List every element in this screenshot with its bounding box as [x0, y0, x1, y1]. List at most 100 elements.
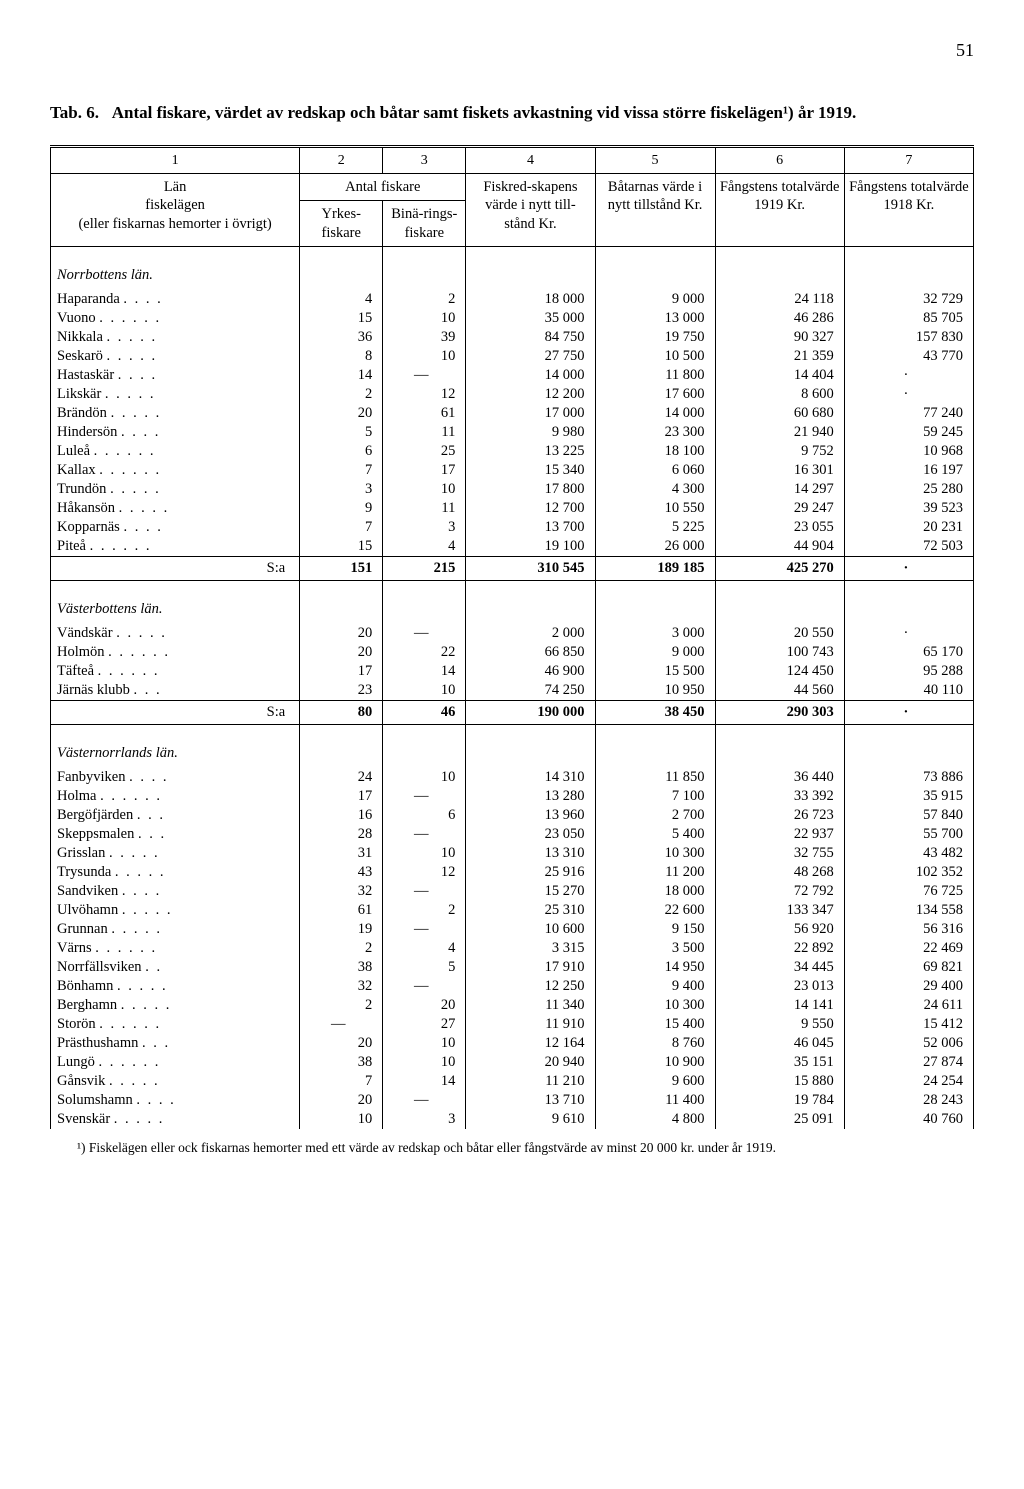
table-cell: 44 560 [715, 681, 844, 701]
table-cell: 25 091 [715, 1110, 844, 1129]
title-text: Antal fiskare, värdet av redskap och båt… [112, 103, 856, 122]
table-row: Berghamn . . . . . 22011 34010 30014 141… [51, 996, 974, 1015]
table-cell: 20 [300, 1091, 383, 1110]
table-cell: 38 [300, 1053, 383, 1072]
location-cell: Prästhushamn . . . [51, 1034, 300, 1053]
table-row: Trysunda . . . . . 431225 91611 20048 26… [51, 863, 974, 882]
table-row: Järnäs klubb . . . 231074 25010 95044 56… [51, 681, 974, 701]
table-cell: 21 940 [715, 423, 844, 442]
table-cell: 10 [383, 1034, 466, 1053]
table-cell: 7 [300, 518, 383, 537]
table-cell: 18 100 [595, 442, 715, 461]
table-row: Piteå . . . . . . 15419 10026 00044 9047… [51, 537, 974, 557]
table-row: Likskär . . . . . 21212 20017 6008 600· [51, 385, 974, 404]
table-row: Kallax . . . . . . 71715 3406 06016 3011… [51, 461, 974, 480]
table-cell: 39 523 [844, 499, 973, 518]
table-cell: 11 340 [466, 996, 595, 1015]
table-cell: 32 [300, 882, 383, 901]
table-row: Fanbyviken . . . . 241014 31011 85036 44… [51, 768, 974, 787]
table-cell: 77 240 [844, 404, 973, 423]
table-cell: 17 [383, 461, 466, 480]
table-row: Norrfällsviken . . 38517 91014 95034 445… [51, 958, 974, 977]
table-cell: 3 [383, 1110, 466, 1129]
table-cell: 133 347 [715, 901, 844, 920]
table-cell: 4 [383, 537, 466, 557]
table-cell: 5 225 [595, 518, 715, 537]
location-cell: Trysunda . . . . . [51, 863, 300, 882]
table-cell: 29 400 [844, 977, 973, 996]
table-cell: — [383, 882, 466, 901]
table-row: Svenskär . . . . . 1039 6104 80025 09140… [51, 1110, 974, 1129]
table-cell: 13 710 [466, 1091, 595, 1110]
table-cell: 7 [300, 461, 383, 480]
table-cell: 10 300 [595, 996, 715, 1015]
table-cell: 10 [383, 309, 466, 328]
table-row: Solumshamn . . . . 20—13 71011 40019 784… [51, 1091, 974, 1110]
table-cell: 20 550 [715, 624, 844, 643]
table-row: Holma . . . . . . 17—13 2807 10033 39235… [51, 787, 974, 806]
table-cell: 22 600 [595, 901, 715, 920]
location-cell: Solumshamn . . . . [51, 1091, 300, 1110]
head-col1-c: (eller fiskarnas hemorter i övrigt) [78, 216, 271, 232]
location-cell: Holmön . . . . . . [51, 643, 300, 662]
table-cell: 12 700 [466, 499, 595, 518]
location-cell: Håkansön . . . . . [51, 499, 300, 518]
location-cell: Vändskär . . . . . [51, 624, 300, 643]
table-cell: 55 700 [844, 825, 973, 844]
table-cell: 23 055 [715, 518, 844, 537]
table-cell: 76 725 [844, 882, 973, 901]
table-cell: 46 045 [715, 1034, 844, 1053]
location-cell: Seskarö . . . . . [51, 347, 300, 366]
table-cell: 20 [300, 1034, 383, 1053]
table-row: Täfteå . . . . . . 171446 90015 500124 4… [51, 662, 974, 681]
table-row: Trundön . . . . . 31017 8004 30014 29725… [51, 480, 974, 499]
table-row: Ulvöhamn . . . . . 61225 31022 600133 34… [51, 901, 974, 920]
location-cell: Sandviken . . . . [51, 882, 300, 901]
table-cell: 14 950 [595, 958, 715, 977]
table-cell: 27 874 [844, 1053, 973, 1072]
location-cell: Storön . . . . . . [51, 1015, 300, 1034]
location-cell: Bönhamn . . . . . [51, 977, 300, 996]
table-cell: 9 [300, 499, 383, 518]
table-cell: 43 [300, 863, 383, 882]
head-col1: Län fiskelägen (eller fiskarnas hemorter… [51, 174, 300, 246]
table-cell: 85 705 [844, 309, 973, 328]
table-cell: 19 750 [595, 328, 715, 347]
table-cell: — [383, 624, 466, 643]
table-cell: 11 200 [595, 863, 715, 882]
head-col4: Fiskred-skapens värde i nytt till-stånd … [466, 174, 595, 246]
table-cell: 31 [300, 844, 383, 863]
table-cell: 52 006 [844, 1034, 973, 1053]
table-cell: 35 915 [844, 787, 973, 806]
table-cell: 100 743 [715, 643, 844, 662]
table-row: Skeppsmalen . . . 28—23 0505 40022 93755… [51, 825, 974, 844]
table-cell: 13 280 [466, 787, 595, 806]
table-cell: — [383, 920, 466, 939]
table-cell: 290 303 [715, 700, 844, 724]
location-cell: Skeppsmalen . . . [51, 825, 300, 844]
table-cell: 8 600 [715, 385, 844, 404]
table-cell: 10 [300, 1110, 383, 1129]
table-cell: 10 [383, 768, 466, 787]
colnum-3: 3 [383, 146, 466, 174]
table-cell: 24 254 [844, 1072, 973, 1091]
table-cell: 10 [383, 347, 466, 366]
table-row: Kopparnäs . . . . 7313 7005 22523 05520 … [51, 518, 974, 537]
table-cell: 12 200 [466, 385, 595, 404]
table-row: Storön . . . . . . —2711 91015 4009 5501… [51, 1015, 974, 1034]
table-cell: 10 600 [466, 920, 595, 939]
table-cell: 10 900 [595, 1053, 715, 1072]
table-cell: 34 445 [715, 958, 844, 977]
table-row: Bönhamn . . . . . 32—12 2509 40023 01329… [51, 977, 974, 996]
table-cell: 40 110 [844, 681, 973, 701]
table-cell: 11 400 [595, 1091, 715, 1110]
table-cell: 61 [383, 404, 466, 423]
table-cell: 13 960 [466, 806, 595, 825]
table-cell: 9 600 [595, 1072, 715, 1091]
colnum-1: 1 [51, 146, 300, 174]
table-cell: 134 558 [844, 901, 973, 920]
table-cell: 13 000 [595, 309, 715, 328]
table-cell: 66 850 [466, 643, 595, 662]
table-cell: 84 750 [466, 328, 595, 347]
table-cell: 17 600 [595, 385, 715, 404]
